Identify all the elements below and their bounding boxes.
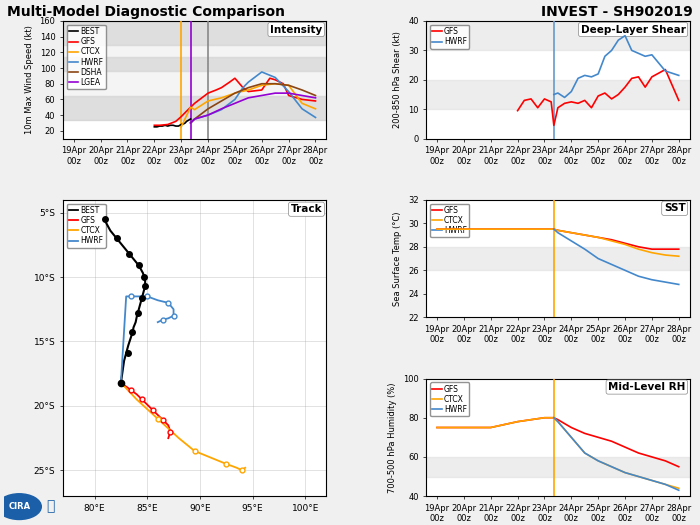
- Bar: [63, 45, 326, 57]
- Bar: [426, 247, 690, 270]
- Circle shape: [0, 494, 41, 520]
- Legend: GFS, CTCX, HWRF: GFS, CTCX, HWRF: [430, 382, 469, 416]
- Bar: [426, 80, 690, 109]
- Text: Multi-Model Diagnostic Comparison: Multi-Model Diagnostic Comparison: [7, 5, 285, 19]
- Legend: BEST, GFS, CTCX, HWRF, DSHA, LGEA: BEST, GFS, CTCX, HWRF, DSHA, LGEA: [66, 25, 106, 89]
- Bar: [63, 96, 326, 120]
- Text: Deep-Layer Shear: Deep-Layer Shear: [581, 25, 685, 35]
- Text: INVEST - SH902019: INVEST - SH902019: [541, 5, 693, 19]
- Text: Intensity: Intensity: [270, 25, 322, 35]
- Bar: [426, 457, 690, 477]
- Text: CIRA: CIRA: [8, 502, 30, 511]
- Bar: [63, 71, 326, 96]
- Text: ⛵: ⛵: [47, 500, 55, 513]
- Legend: GFS, CTCX, HWRF: GFS, CTCX, HWRF: [430, 204, 469, 237]
- Bar: [63, 21, 326, 45]
- Text: Track: Track: [290, 204, 322, 214]
- Bar: [63, 57, 326, 71]
- Text: SST: SST: [664, 203, 685, 213]
- Bar: [426, 21, 690, 50]
- Text: Mid-Level RH: Mid-Level RH: [608, 382, 685, 392]
- Y-axis label: Sea Surface Temp (°C): Sea Surface Temp (°C): [393, 211, 402, 306]
- Y-axis label: 10m Max Wind Speed (kt): 10m Max Wind Speed (kt): [25, 25, 34, 134]
- Legend: BEST, GFS, CTCX, HWRF: BEST, GFS, CTCX, HWRF: [66, 204, 106, 248]
- Y-axis label: 200-850 hPa Shear (kt): 200-850 hPa Shear (kt): [393, 32, 402, 128]
- Y-axis label: 700-500 hPa Humidity (%): 700-500 hPa Humidity (%): [389, 382, 398, 492]
- Legend: GFS, HWRF: GFS, HWRF: [430, 25, 469, 48]
